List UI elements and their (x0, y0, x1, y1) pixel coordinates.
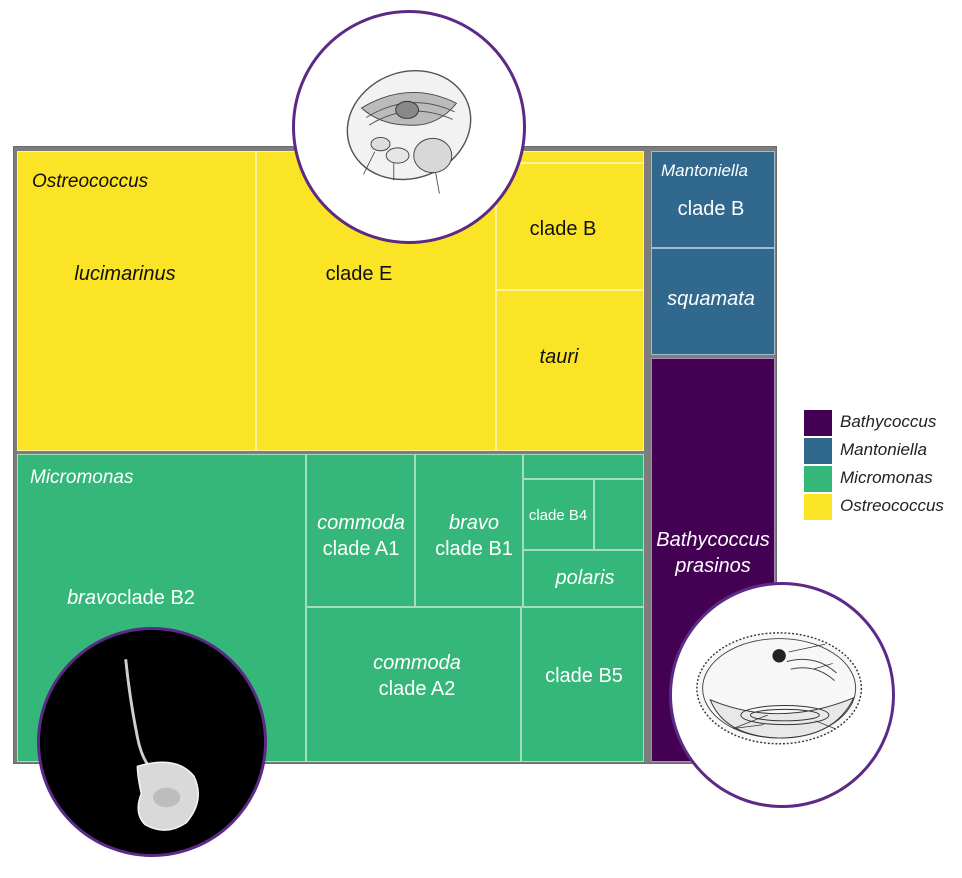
cell-label-part: clade A2 (378, 678, 456, 700)
cell-label-bathycoccus-prasinos: Bathycoccus prasinos (656, 527, 769, 579)
cell-label-part: polaris (555, 567, 615, 589)
treemap-cell-micromonas-commoda-clade-A1 (306, 454, 415, 607)
cell-label-ostreococcus-tauri: tauri (540, 344, 579, 370)
legend-swatch (804, 438, 832, 464)
treemap-cell-micromonas-clade-B5 (521, 607, 644, 762)
treemap-cell-ostreococcus-tauri (496, 290, 644, 451)
legend-swatch (804, 494, 832, 520)
cell-label-part: clade B5 (545, 665, 623, 687)
legend-label: Bathycoccus (840, 412, 937, 431)
cell-label-part: tauri (539, 346, 579, 368)
cell-label-part: squamata (667, 288, 755, 310)
cell-label-micromonas-polaris: polaris (556, 565, 615, 591)
treemap-cell-micromonas-commoda-clade-A2 (306, 607, 521, 762)
cell-label-ostreococcus-clade-B: clade B (530, 216, 597, 242)
group-label-ostreococcus: Ostreococcus (32, 171, 149, 192)
cell-label-micromonas-bravo-clade-B2: bravoclade B2 (67, 585, 195, 611)
legend-label: Micromonas (840, 468, 933, 487)
cell-label-part: commoda (373, 652, 461, 674)
bathycoccus-illustration (669, 582, 895, 808)
cell-label-part: Bathycoccus (656, 529, 770, 551)
cell-label-part: prasinos (675, 555, 751, 577)
cell-label-part: bravo (448, 512, 500, 534)
cell-label-part: clade B2 (117, 587, 195, 609)
group-label-mantoniella: Mantoniella (661, 161, 748, 180)
cell-label-part: clade B4 (528, 507, 588, 524)
treemap-cell-micromonas-thin (523, 454, 644, 479)
treemap-cell-ostreococcus-clade-B (496, 163, 644, 290)
cell-label-micromonas-commoda-clade-A2: commoda clade A2 (373, 650, 461, 702)
legend-label: Mantoniella (840, 440, 927, 459)
cell-label-part: bravo (67, 587, 118, 609)
cell-label-mantoniella-clade-B: clade B (678, 196, 745, 222)
cell-label-micromonas-commoda-clade-A1: commoda clade A1 (317, 510, 405, 562)
legend-swatch (804, 466, 832, 492)
cell-label-part: clade B (529, 218, 597, 240)
treemap-cell-mantoniella-squamata (651, 248, 775, 355)
treemap-cell-ostreococcus-lucimarinus (17, 151, 256, 451)
cell-label-part: clade A1 (322, 538, 400, 560)
cell-label-micromonas-bravo-clade-B1: bravo clade B1 (435, 510, 513, 562)
micromonas-micrograph (37, 627, 267, 857)
cell-label-ostreococcus-clade-E: clade E (326, 261, 393, 287)
treemap-cell-micromonas-unlabeled (594, 479, 644, 550)
ostreococcus-illustration (292, 10, 526, 244)
group-label-micromonas: Micromonas (30, 467, 134, 488)
legend-swatch (804, 410, 832, 436)
treemap-cell-micromonas-bravo-clade-B1 (415, 454, 523, 607)
cell-label-mantoniella-squamata: squamata (667, 286, 755, 312)
cell-label-micromonas-clade-B4: clade B4 (529, 503, 587, 529)
cell-label-part: clade B (677, 198, 745, 220)
legend-label: Ostreococcus (840, 496, 944, 515)
treemap-cell-micromonas-clade-B4 (523, 479, 594, 550)
cell-label-part: clade E (325, 263, 393, 285)
cell-label-part: clade B1 (435, 538, 513, 560)
treemap-cell-mantoniella-clade-B (651, 151, 775, 248)
cell-label-part: lucimarinus (74, 263, 176, 285)
cell-label-ostreococcus-lucimarinus: lucimarinus (74, 261, 175, 287)
group-mantoniella: clade B squamata Mantoniella (651, 151, 775, 355)
cell-label-micromonas-clade-B5: clade B5 (545, 663, 623, 689)
cell-label-part: commoda (317, 512, 405, 534)
treemap-cell-micromonas-polaris (523, 550, 644, 607)
